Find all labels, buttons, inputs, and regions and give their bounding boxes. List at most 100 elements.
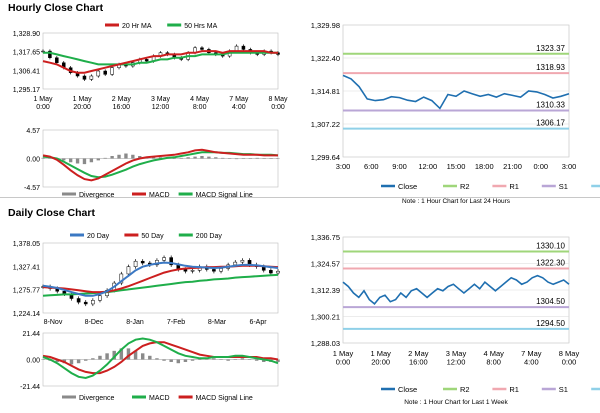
daily-macd-legend-label: Divergence (79, 395, 115, 402)
hourly-divergence-bar (131, 154, 135, 159)
hourly-price-y-tick: 1,317.65 (13, 50, 40, 57)
hourly-divergence-bar (276, 158, 280, 159)
daily-divergence-bar (190, 359, 195, 361)
daily-price-y-tick: 1,275.77 (13, 288, 40, 295)
daily-divergence-bar (254, 359, 259, 361)
daily-price-x-tick: 8-Mar (208, 319, 227, 326)
daily-divergence-bar (112, 350, 116, 360)
daily-divergence-bar (69, 359, 74, 365)
hourly-divergence-bar (255, 157, 259, 159)
hourly-price-legend-label: 50 Hrs MA (184, 23, 217, 30)
hourly-divergence-bar (172, 158, 177, 159)
hourly-divergence-bar (124, 153, 128, 159)
hourly-price-frame (42, 32, 279, 90)
hourly-close-note: Note : 1 Hour Chart for Last 24 Hours (402, 198, 511, 205)
daily-price-x-tick: 8-Nov (44, 319, 63, 326)
daily-macd-y-tick: 21.44 (22, 331, 40, 338)
daily-price-y-tick: 1,327.41 (13, 264, 40, 271)
hourly-divergence-bar (241, 158, 246, 159)
daily-divergence-bar (105, 353, 109, 360)
daily-divergence-bar (119, 348, 124, 360)
daily-close-level-label: 1294.50 (536, 319, 565, 328)
daily-price-legend-label: 20 Day (87, 233, 110, 240)
hourly-close-close-line (342, 74, 570, 110)
hourly-close-x-tick: 15:00 (447, 162, 466, 171)
hourly-close-legend-label: Close (398, 182, 417, 191)
hourly-price-candle (82, 75, 87, 80)
daily-price-candle (212, 269, 216, 272)
hourly-macd-legend-label: MACD (149, 192, 170, 199)
daily-price-frame (42, 242, 279, 314)
daily-divergence-bar (91, 358, 95, 360)
daily-close-x-tick: 1 May 20:00 (370, 349, 391, 367)
hourly-divergence-bar (179, 157, 183, 159)
hourly-price-y-tick: 1,328.90 (13, 31, 40, 38)
hourly-price-candle (241, 45, 246, 50)
hourly-close-y-tick: 1,299.64 (311, 153, 340, 162)
hourly-price-x-tick: 8 May 0:00 (268, 96, 288, 111)
daily-divergence-bar (183, 359, 188, 362)
hourly-price-candle (96, 70, 101, 77)
daily-macd-legend-label: MACD Signal Line (196, 395, 253, 402)
hourly-close-legend-label: S1 (559, 182, 568, 191)
hourly-price-candle (103, 70, 107, 75)
daily-close-x-tick: 7 May 4:00 (521, 349, 542, 367)
daily-divergence-bar (133, 350, 138, 360)
hourly-price-x-tick: 2 May 16:00 (112, 96, 132, 111)
hourly-close-y-tick: 1,329.98 (311, 21, 340, 30)
hourly-price-x-tick: 3 May 12:00 (151, 96, 171, 111)
daily-macd-y-tick: -21.44 (20, 384, 40, 391)
daily-divergence-bar (126, 348, 131, 360)
section-divider (0, 197, 600, 198)
hourly-macd-legend-label: Divergence (79, 192, 115, 199)
daily-divergence-bar (148, 355, 152, 360)
daily-divergence-bar (55, 359, 59, 362)
hourly-divergence-bar (103, 157, 107, 159)
daily-close-legend-label: R1 (509, 385, 519, 394)
hourly-close-level-label: 1306.17 (536, 119, 565, 128)
hourly-divergence-bar (262, 158, 266, 159)
hourly-macd-y-tick: -4.57 (24, 185, 40, 192)
hourly-price-candle (41, 50, 45, 53)
hourly-divergence-bar (234, 158, 239, 160)
hourly-divergence-bar (227, 158, 232, 159)
daily-divergence-bar (276, 359, 280, 362)
hourly-divergence-bar (117, 154, 121, 159)
daily-price-candle (91, 300, 95, 305)
hourly-section-title: Hourly Close Chart (8, 2, 104, 14)
daily-close-x-tick: 4 May 8:00 (483, 349, 504, 367)
daily-close-x-tick: 8 May 0:00 (559, 349, 580, 367)
daily-section-title: Daily Close Chart (8, 207, 95, 219)
daily-close-level-label: 1304.50 (536, 297, 565, 306)
hourly-close-x-tick: 3:00 (562, 162, 577, 171)
hourly-macd-y-tick: 0.00 (26, 157, 40, 164)
daily-price-candle (133, 260, 138, 267)
hourly-close-y-tick: 1,314.81 (311, 87, 340, 96)
daily-close-y-tick: 1,312.39 (311, 286, 340, 295)
hourly-divergence-bar (158, 157, 163, 159)
hourly-price-candle (89, 75, 94, 80)
daily-close-y-tick: 1,288.03 (311, 339, 340, 348)
hourly-divergence-bar (193, 156, 197, 159)
hourly-price-candle (110, 67, 114, 75)
hourly-close-x-tick: 18:00 (475, 162, 494, 171)
daily-close-legend-label: Close (398, 385, 417, 394)
daily-price-candle (162, 257, 166, 261)
daily-divergence-bar (140, 353, 145, 360)
hourly-20hr-ma-line (42, 50, 278, 74)
hourly-divergence-bar (89, 158, 94, 163)
daily-price-y-tick: 1,224.14 (13, 311, 40, 318)
hourly-close-x-tick: 0:00 (533, 162, 548, 171)
hourly-close-y-tick: 1,322.40 (311, 54, 340, 63)
hourly-close-y-tick: 1,307.22 (311, 120, 340, 129)
daily-macd-y-tick: 0.00 (26, 358, 40, 365)
daily-close-x-tick: 3 May 12:00 (446, 349, 467, 367)
hourly-price-x-tick: 1 May 0:00 (33, 96, 53, 111)
hourly-price-candle (48, 50, 52, 58)
daily-price-y-tick: 1,378.05 (13, 241, 40, 248)
daily-close-y-tick: 1,336.75 (311, 233, 340, 242)
daily-close-level-label: 1322.30 (536, 258, 565, 267)
hourly-close-x-tick: 6:00 (364, 162, 379, 171)
daily-divergence-bar (212, 358, 216, 360)
